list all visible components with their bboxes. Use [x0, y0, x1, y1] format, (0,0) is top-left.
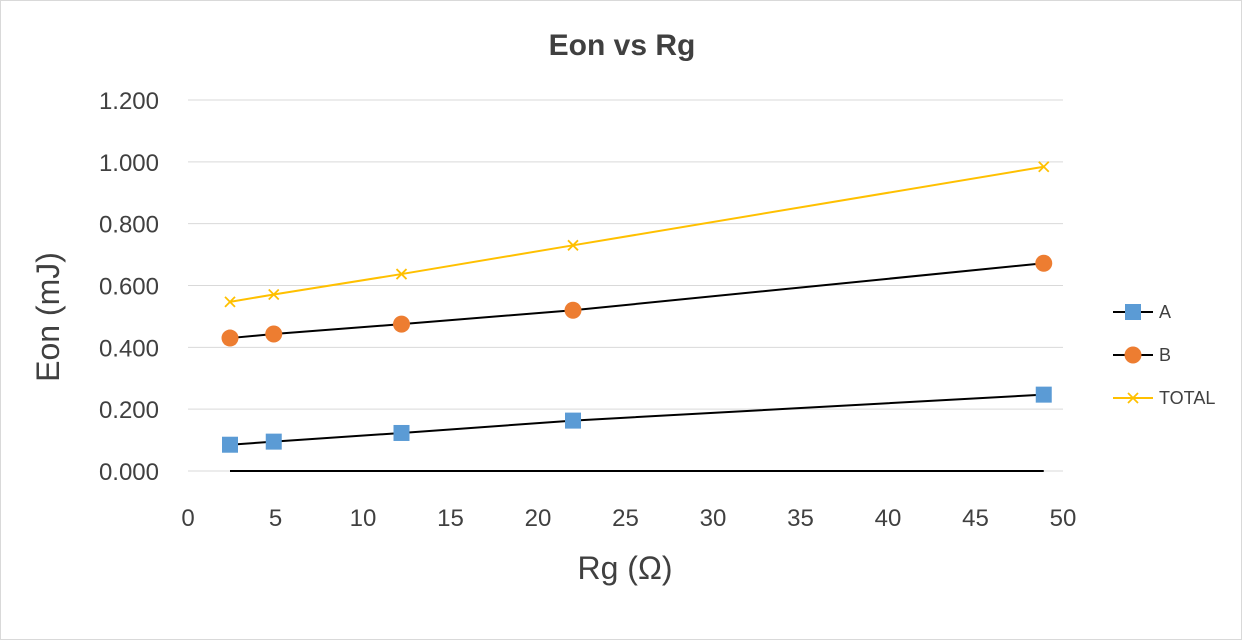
y-tick-label: 0.600	[99, 274, 159, 301]
data-point	[393, 315, 410, 333]
series-line	[229, 165, 1044, 303]
series-total	[224, 161, 1050, 308]
x-axis-label: Rg (Ω)	[577, 550, 672, 586]
data-point	[1035, 386, 1052, 403]
data-point	[395, 268, 408, 280]
y-tick-label: 0.400	[99, 335, 159, 362]
legend-item-b: B	[1113, 345, 1171, 365]
x-axis-ticks: 0 5 10 15 20 25 30 35 40 45 50	[181, 505, 1076, 532]
data-point	[265, 433, 282, 450]
data-point	[224, 296, 236, 308]
x-tick-label: 25	[612, 505, 639, 532]
data-point	[565, 412, 581, 429]
legend: A B TOTAL	[1113, 302, 1215, 408]
series-layer	[221, 161, 1053, 472]
legend-marker	[1125, 304, 1141, 320]
series-a	[222, 386, 1052, 453]
legend-label: A	[1159, 302, 1171, 322]
x-tick-label: 40	[875, 505, 902, 532]
data-point	[268, 288, 280, 301]
data-point	[393, 424, 410, 441]
legend-marker	[1124, 346, 1142, 364]
x-tick-label: 30	[700, 505, 727, 532]
y-axis-ticks: 0.000 0.200 0.400 0.600 0.800 1.000 1.200	[99, 88, 159, 486]
x-tick-label: 45	[962, 505, 989, 532]
x-tick-label: 0	[181, 505, 194, 532]
legend-marker	[1127, 392, 1139, 404]
x-tick-label: 10	[350, 505, 377, 532]
x-tick-label: 50	[1050, 505, 1077, 532]
y-tick-label: 0.200	[99, 397, 159, 424]
legend-label: B	[1159, 345, 1171, 365]
series-line	[229, 262, 1044, 340]
y-tick-label: 0.800	[99, 212, 159, 239]
marker-stroke	[1127, 392, 1139, 404]
x-tick-label: 20	[525, 505, 552, 532]
y-tick-label: 1.200	[99, 88, 159, 115]
marker-stroke	[567, 239, 579, 251]
data-point	[1038, 161, 1050, 173]
x-tick-label: 15	[437, 505, 464, 532]
y-axis-label: Eon (mJ)	[30, 252, 66, 382]
data-point	[1035, 254, 1053, 272]
gridlines	[188, 99, 1063, 472]
x-tick-label: 35	[787, 505, 814, 532]
legend-label: TOTAL	[1159, 388, 1215, 408]
x-tick-label: 5	[269, 505, 282, 532]
series-b	[221, 254, 1053, 347]
data-point	[564, 301, 582, 319]
y-tick-label: 0.000	[99, 459, 159, 486]
marker-stroke	[1038, 161, 1050, 173]
y-tick-label: 1.000	[99, 150, 159, 177]
data-point	[221, 329, 239, 347]
legend-item-total: TOTAL	[1113, 388, 1215, 408]
marker-stroke	[268, 288, 280, 301]
marker-stroke	[224, 296, 236, 308]
data-point	[222, 436, 238, 453]
data-point	[265, 325, 283, 343]
chart-title: Eon vs Rg	[549, 29, 696, 62]
series-line	[229, 393, 1044, 446]
data-point	[567, 239, 579, 251]
legend-item-a: A	[1113, 302, 1171, 322]
marker-stroke	[395, 268, 408, 280]
